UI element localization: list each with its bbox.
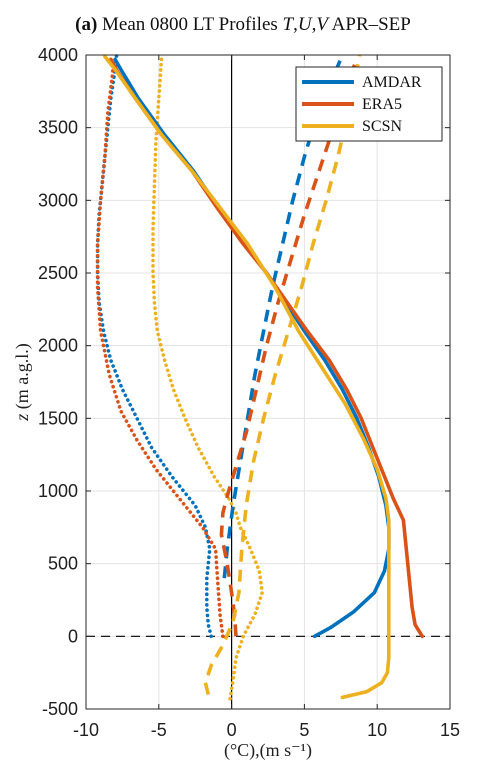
y-tick-label: 0 — [68, 626, 78, 646]
x-tick-label: 10 — [367, 720, 387, 740]
y-axis-label-part: (m a.g.l.) — [12, 343, 33, 413]
chart-title-part: APR–SEP — [328, 14, 411, 35]
grid-layer — [85, 54, 451, 710]
legend-label: AMDAR — [362, 74, 422, 91]
y-tick-label: 2500 — [38, 263, 78, 283]
chart-title-part: , — [312, 14, 317, 35]
x-tick-label: 5 — [299, 720, 309, 740]
series-amdar-v-line — [95, 53, 213, 639]
chart-title-part: Mean 0800 LT Profiles — [97, 14, 282, 35]
chart-title-part: , — [293, 14, 298, 35]
y-tick-label: 4000 — [38, 45, 78, 65]
series-era5-t-line — [109, 57, 425, 639]
axes-box — [85, 54, 451, 710]
x-axis-label: (°C),(m s⁻¹) — [224, 740, 312, 761]
series-era5-u-line — [219, 61, 358, 637]
y-tick-label: 1500 — [38, 408, 78, 428]
x-tick-label: -10 — [73, 720, 99, 740]
y-tick-label: 1000 — [38, 481, 78, 501]
series-layer — [95, 53, 425, 701]
legend: AMDAR ERA5 SCSN — [295, 66, 443, 142]
x-tick-label: 0 — [227, 720, 237, 740]
series-scsn-t-line — [103, 54, 391, 700]
series-scsn-v-line — [151, 53, 264, 701]
chart-title-part: V — [316, 14, 330, 35]
reference-lines — [86, 55, 450, 709]
x-tick-label: 15 — [440, 720, 460, 740]
series-scsn-u-line — [203, 54, 362, 695]
y-tick-label: 500 — [48, 554, 78, 574]
chart-title-part: U — [298, 14, 313, 35]
axis-tick-labels: -10 -5 0 5 10 15 -500 0 500 1000 1500 2000 2500 3000 3… — [38, 45, 460, 740]
y-axis-label: z (m a.g.l.) — [12, 343, 33, 422]
chart-title-part: T — [283, 14, 295, 35]
x-tick-label: -5 — [151, 720, 167, 740]
axis-ticks — [85, 54, 451, 710]
series-amdar-t-line — [113, 57, 391, 639]
legend-label: SCSN — [362, 118, 402, 135]
y-tick-label: 3500 — [38, 118, 78, 138]
legend-label: ERA5 — [362, 96, 402, 113]
y-axis-label-part: z — [12, 414, 32, 422]
y-tick-label: -500 — [42, 699, 78, 719]
y-tick-label: 3000 — [38, 190, 78, 210]
chart-title: (a) Mean 0800 LT Profiles T,U,V APR–SEP — [75, 14, 411, 35]
chart-title-part: (a) — [75, 14, 97, 35]
y-tick-label: 2000 — [38, 336, 78, 356]
series-era5-v-line — [95, 60, 225, 639]
